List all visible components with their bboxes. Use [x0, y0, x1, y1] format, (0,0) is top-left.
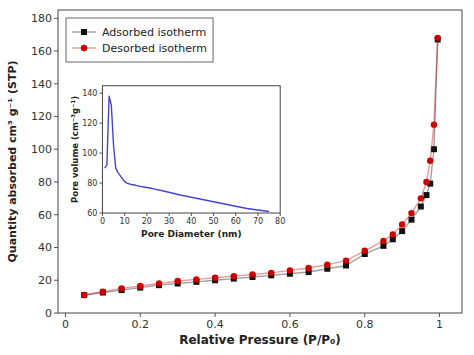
x-tick-label: 70 — [253, 217, 263, 226]
point — [81, 292, 87, 298]
y-tick-label: 140 — [82, 89, 97, 98]
legend-frame — [66, 18, 213, 62]
x-tick-label: 1 — [436, 318, 443, 331]
chart-0: 00.20.40.60.81020406080100120140160180Re… — [6, 10, 462, 347]
x-axis-label: Pore Diameter (nm) — [141, 229, 242, 239]
y-tick-label: 140 — [31, 78, 52, 91]
legend-swatch-marker — [81, 29, 87, 35]
point — [423, 179, 429, 185]
y-tick-label: 20 — [38, 274, 52, 287]
point — [231, 273, 237, 279]
point — [418, 195, 424, 201]
point — [362, 248, 368, 254]
y-tick-label: 40 — [38, 241, 52, 254]
y-tick — [54, 50, 58, 51]
point — [423, 192, 429, 198]
point — [399, 228, 405, 234]
y-tick — [54, 181, 58, 182]
y-tick-label: 60 — [87, 209, 97, 218]
point — [390, 231, 396, 237]
y-tick-label: 60 — [38, 209, 52, 222]
point — [409, 217, 415, 223]
plot-background — [58, 10, 462, 313]
y-tick — [54, 116, 58, 117]
y-tick-label: 80 — [87, 179, 97, 188]
y-axis-label: Quantity absorbed cm³ g⁻¹ (STP) — [6, 60, 19, 262]
point — [431, 121, 437, 127]
point — [418, 204, 424, 210]
y-tick — [54, 280, 58, 281]
legend: Adsorbed isotherm Desorbed isotherm — [66, 18, 213, 62]
x-tick-label: 0.8 — [356, 318, 374, 331]
x-tick — [439, 313, 440, 317]
y-tick-label: 100 — [31, 143, 52, 156]
point — [343, 257, 349, 263]
x-tick — [289, 313, 290, 317]
chart: 00.20.40.60.81020406080100120140160180Re… — [0, 0, 474, 355]
point — [305, 265, 311, 271]
data — [105, 96, 269, 211]
series-line — [105, 96, 269, 211]
x-tick-label: 40 — [186, 217, 196, 226]
legend-label: Desorbed isotherm — [102, 42, 207, 55]
point — [81, 292, 87, 298]
x-tick-label: 0 — [100, 217, 105, 226]
plot-frame — [102, 86, 280, 213]
y-tick — [54, 149, 58, 150]
plot-background — [102, 86, 280, 213]
x-tick-label: 50 — [208, 217, 218, 226]
point — [427, 157, 433, 163]
y-tick-label: 0 — [45, 307, 52, 320]
point — [175, 278, 181, 284]
y-tick — [54, 83, 58, 84]
y-tick — [54, 247, 58, 248]
x-tick-label: 0.6 — [281, 318, 299, 331]
x-tick — [65, 313, 66, 317]
point — [408, 210, 414, 216]
x-tick — [215, 313, 216, 317]
y-tick-label: 160 — [31, 45, 52, 58]
data — [81, 35, 441, 299]
x-tick-label: 0.2 — [132, 318, 150, 331]
point — [380, 238, 386, 244]
series-line — [84, 39, 438, 295]
y-tick-label: 80 — [38, 176, 52, 189]
point — [268, 270, 274, 276]
x-tick — [140, 313, 141, 317]
y-tick-label: 120 — [31, 110, 52, 123]
series-line — [84, 38, 438, 295]
x-tick-label: 60 — [231, 217, 241, 226]
x-tick-label: 20 — [142, 217, 152, 226]
y-tick — [54, 313, 58, 314]
legend-swatch-marker — [81, 45, 87, 51]
y-tick-label: 180 — [31, 12, 52, 25]
point — [212, 275, 218, 281]
chart-1: 0 10 20 30 40 50 60 70 80 60 80 100 120 140 Pore Diame… — [70, 86, 285, 239]
point — [324, 261, 330, 267]
point — [287, 267, 293, 273]
point — [118, 285, 124, 291]
x-tick-label: 0 — [62, 318, 69, 331]
point — [193, 276, 199, 282]
x-tick-label: 30 — [164, 217, 174, 226]
x-tick-label: 10 — [120, 217, 130, 226]
legend-label: Adsorbed isotherm — [102, 26, 206, 39]
y-tick — [54, 214, 58, 215]
plot-frame — [58, 10, 462, 313]
point — [249, 271, 255, 277]
x-axis-label: Relative Pressure (P/P₀) — [179, 333, 341, 347]
y-tick-label: 120 — [82, 119, 97, 128]
point — [156, 280, 162, 286]
x-tick — [364, 313, 365, 317]
y-axis-label: Pore volume (cm⁻³g⁻¹) — [70, 96, 80, 203]
y-tick — [54, 18, 58, 19]
y-tick-label: 100 — [82, 149, 97, 158]
point — [399, 221, 405, 227]
point — [434, 35, 440, 41]
x-tick-label: 0.4 — [206, 318, 224, 331]
point — [137, 283, 143, 289]
point — [100, 289, 106, 295]
x-tick-label: 80 — [275, 217, 285, 226]
